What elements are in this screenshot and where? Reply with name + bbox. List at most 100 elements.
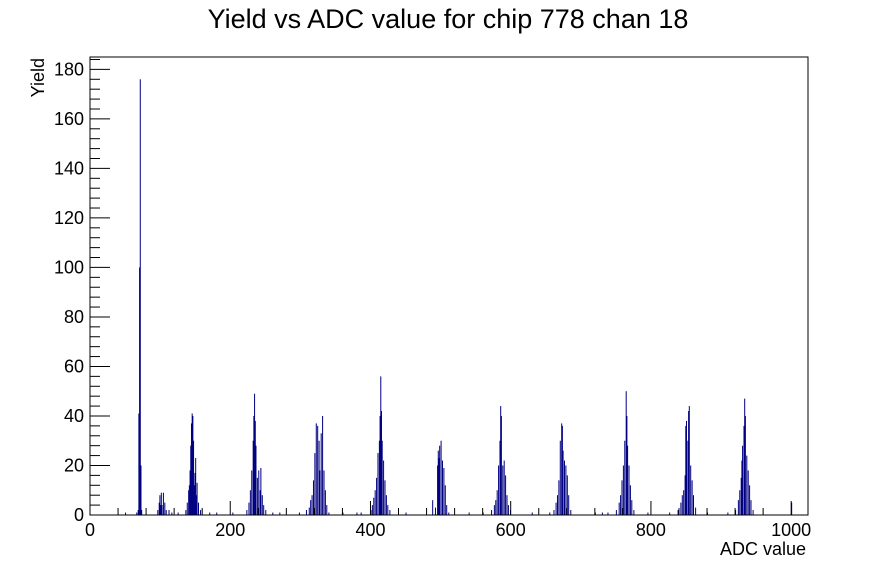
histogram-bin [317,425,319,515]
x-tick-label: 1000 [771,520,811,540]
histogram-bin [216,512,218,515]
y-axis: 0 20 40 60 80 100 120 140 160 180 [54,58,110,525]
histogram-bin [315,423,317,515]
histogram-bin [305,510,307,515]
histogram-bin [448,512,450,515]
histogram-bin [326,505,328,515]
histogram-bin [258,470,260,515]
histogram-bin [186,502,188,515]
histogram-bin [158,502,160,515]
histogram-bin [750,500,752,515]
histogram-bin [196,482,198,515]
histogram-bin [684,475,686,515]
histogram-bin [254,393,256,515]
histogram-bin [444,485,446,515]
histogram-bin [482,512,484,515]
histogram-bin [747,470,749,515]
histogram-bin [495,500,497,515]
histogram-bin [468,512,470,515]
histogram-bin [323,470,325,515]
histogram-bin [691,480,693,515]
histogram-bin [446,505,448,515]
histogram-bin [200,510,202,515]
histogram-bin [371,505,373,515]
histogram-bin [624,440,626,515]
histogram-bin [188,490,190,515]
histogram-bin [440,440,442,515]
histogram-bin [189,470,191,515]
histogram-bin [744,415,746,515]
histogram-bin [531,512,533,515]
histogram-bin [438,458,440,515]
histogram-bin [177,512,179,515]
histogram-bin [197,502,199,515]
histogram-bin [261,495,263,515]
histogram-bin [157,510,159,515]
histogram-bin [160,492,162,515]
histogram-bin [626,415,628,515]
histogram-bin [314,453,316,515]
y-tick-label: 140 [54,158,84,178]
histogram-bin [568,495,570,515]
x-tick-label: 600 [496,520,526,540]
histogram-bin [505,475,507,515]
histogram-bin [621,480,623,515]
histogram-bin [279,512,281,515]
histogram-bin [633,510,635,515]
histogram-bin [556,495,558,515]
histogram-bin [159,495,161,515]
histogram-bin [137,510,139,515]
histogram-bin [647,512,649,515]
histogram-bin [601,512,603,515]
histogram-bin [254,420,256,515]
histogram-bin [735,510,737,515]
histogram-bin [125,512,127,515]
histogram-bin [188,485,190,515]
histogram-bin [185,510,187,515]
histogram-bin [161,505,163,515]
histogram-bin [437,450,439,515]
histogram-bin [246,510,248,515]
histogram-bin [232,512,234,515]
histogram-bin [558,480,560,515]
histogram-bin [165,510,167,515]
histogram-bin [209,512,211,515]
y-axis-label: Yield [28,58,48,97]
histogram-bin [631,500,633,515]
histogram-bin [138,413,140,515]
histogram-bin [252,440,254,515]
histogram-bin [680,502,682,515]
histogram-bin [370,510,372,515]
histogram-bin [555,502,557,515]
histogram-bin [380,376,382,515]
x-axis: 0 200 400 600 800 1000 [85,501,811,540]
histogram-bin [312,480,314,515]
chart-title: Yield vs ADC value for chip 778 chan 18 [208,4,689,34]
histogram-bin [384,480,386,515]
histogram-bin [742,445,744,515]
histogram-bin [502,465,504,515]
histogram-bin [378,440,380,515]
histogram-bin [553,510,555,515]
histogram-bin [324,490,326,515]
histogram-bin [439,445,441,515]
histogram-bin [563,460,565,515]
histogram-bin [190,423,192,515]
histogram-bin [191,413,193,515]
histogram-bin [377,453,379,515]
histogram-bin [432,500,434,515]
histogram-bin [171,512,173,515]
histogram-bin [376,477,378,515]
histogram-bin [373,497,375,515]
histogram-bin [192,415,194,515]
histogram-bin [743,425,745,515]
histogram-bin [503,460,505,515]
histogram-bin [741,460,743,515]
histogram-bin [559,440,561,515]
histogram-bin [441,460,443,515]
histogram-bin [383,460,385,515]
histogram-bin [561,423,563,515]
histogram-bin [389,510,391,515]
